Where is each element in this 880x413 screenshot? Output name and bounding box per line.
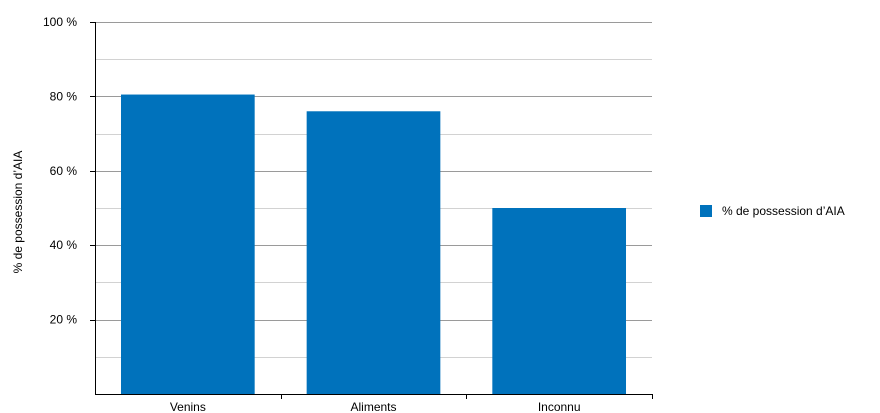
x-axis-category-labels: Venins Aliments Inconnu [170, 394, 653, 413]
x-category-label: Inconnu [538, 400, 581, 413]
legend: % de possession d’AIA [700, 204, 845, 218]
bar-venins [120, 94, 255, 394]
y-tick-label: 20 % [50, 313, 78, 327]
bar-inconnu [492, 208, 627, 394]
y-axis-title: % de possession d’AIA [11, 151, 25, 274]
legend-label: % de possession d’AIA [722, 204, 845, 218]
x-category-label: Venins [170, 400, 206, 413]
y-tick-label: 40 % [50, 238, 78, 252]
y-axis-ticks: 20 % 40 % 60 % 80 % 100 % [43, 15, 95, 327]
y-tick-label: 80 % [50, 89, 78, 103]
bars [120, 94, 627, 394]
y-tick-label: 60 % [50, 164, 78, 178]
bar-aliments [306, 111, 441, 394]
legend-swatch [700, 205, 712, 217]
y-tick-label: 100 % [43, 15, 77, 29]
x-category-label: Aliments [350, 400, 396, 413]
